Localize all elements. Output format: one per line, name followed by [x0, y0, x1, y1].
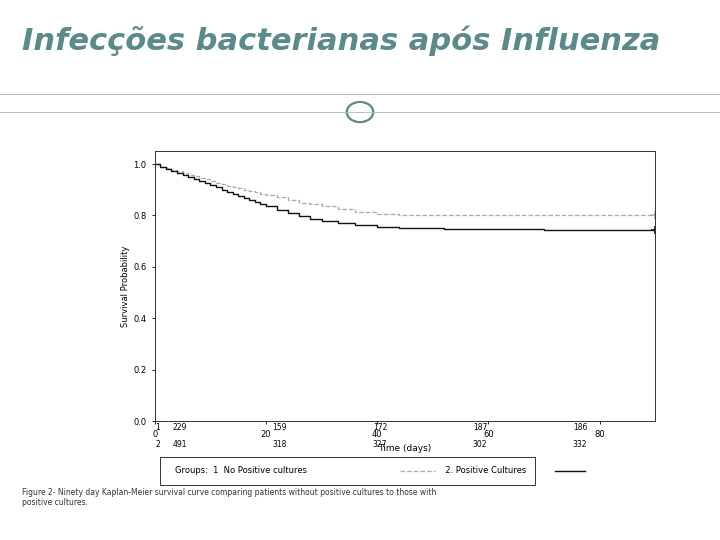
Text: Groups:  1  No Positive cultures: Groups: 1 No Positive cultures — [175, 467, 307, 475]
Text: 172: 172 — [373, 423, 387, 432]
FancyBboxPatch shape — [160, 457, 535, 485]
Text: 159: 159 — [273, 423, 287, 432]
Text: 491: 491 — [173, 440, 187, 449]
Text: 2. Positive Cultures: 2. Positive Cultures — [440, 467, 526, 475]
Text: 2: 2 — [155, 440, 160, 449]
Text: Infecções bacterianas após Influenza: Infecções bacterianas após Influenza — [22, 25, 660, 56]
Text: 302: 302 — [473, 440, 487, 449]
Text: 1: 1 — [155, 423, 160, 432]
Text: Figure 2- Ninety day Kaplan-Meier survival curve comparing patients without posi: Figure 2- Ninety day Kaplan-Meier surviv… — [22, 488, 436, 507]
Text: 229: 229 — [173, 423, 187, 432]
Text: 318: 318 — [273, 440, 287, 449]
Y-axis label: Survival Probability: Survival Probability — [122, 246, 130, 327]
X-axis label: Time (days): Time (days) — [379, 444, 431, 453]
Text: Muscedere et al. 2013; Chest on line: Muscedere et al. 2013; Chest on line — [384, 512, 698, 527]
Text: 327: 327 — [373, 440, 387, 449]
Text: 187: 187 — [473, 423, 487, 432]
Text: 332: 332 — [573, 440, 588, 449]
Circle shape — [348, 103, 372, 121]
Text: 186: 186 — [573, 423, 588, 432]
